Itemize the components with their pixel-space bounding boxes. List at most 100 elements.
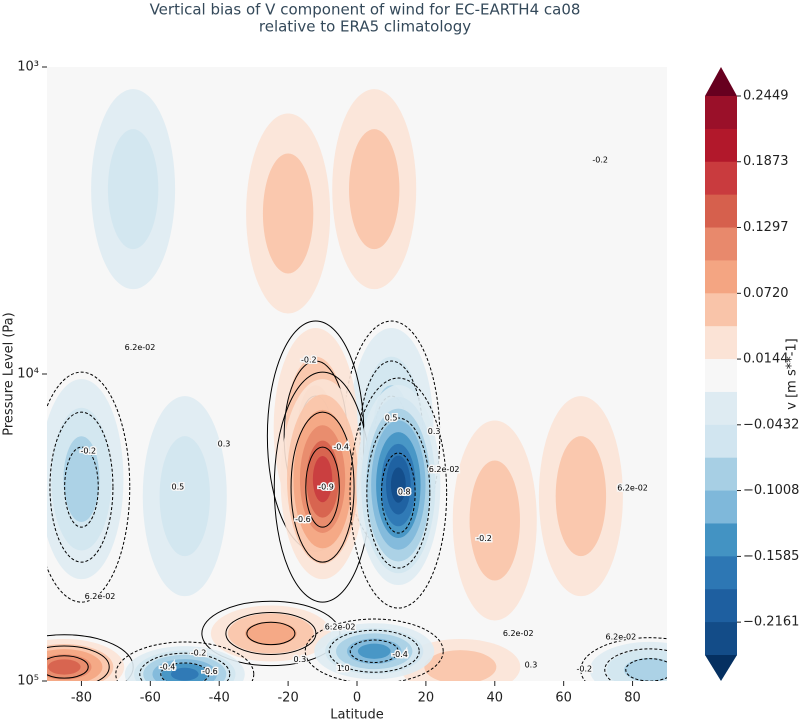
- contour-label: 0.3: [218, 439, 231, 448]
- colorbar-band: [705, 96, 737, 130]
- colorbar-band: [705, 391, 737, 426]
- colorbar-tick-label: −0.1008: [743, 483, 799, 498]
- contour-line: [328, 629, 420, 673]
- contour-line: [304, 618, 444, 681]
- x-axis-label: Latitude: [330, 708, 384, 723]
- x-tick-label: -60: [140, 691, 161, 706]
- contour-label: 0.5: [172, 482, 185, 491]
- contour-label: 0.3: [428, 427, 441, 436]
- colorbar-band: [705, 326, 737, 360]
- contour-line: [349, 639, 399, 663]
- colorbar-band: [705, 424, 737, 459]
- bias-fill: [47, 659, 81, 675]
- contour-label: -0.2: [301, 355, 317, 364]
- contour-line: [305, 446, 340, 528]
- colorbar-extend: [705, 655, 737, 681]
- colorbar-tick-label: 0.1297: [743, 220, 789, 235]
- colorbar-band: [705, 523, 737, 557]
- contour-label: 6.2e-02: [429, 465, 460, 474]
- colorbar-tick-label: −0.2161: [743, 615, 799, 630]
- contour-label: 6.2e-02: [125, 343, 156, 352]
- contour-line: [290, 411, 355, 563]
- bias-fill: [390, 467, 406, 503]
- axes: -80 -60 -40 -20 0 20 40 60 80 10³ 10⁴ 10⁵: [17, 60, 641, 706]
- x-tick-label: 80: [624, 691, 641, 706]
- contour-label: 6.2e-02: [503, 629, 534, 638]
- contour-label: -0.2: [191, 648, 207, 657]
- colorbar-band: [705, 622, 737, 656]
- colorbar-band: [705, 589, 737, 623]
- bias-fill: [469, 460, 520, 581]
- bias-fill: [424, 650, 497, 681]
- contour-line: [604, 648, 667, 681]
- contour-line: [49, 411, 114, 563]
- chart-title: relative to ERA5 climatology: [259, 18, 471, 36]
- plot-area: -0.2 0.5 0.3 -0.9 -0.4 -0.6 -0.2 0.5 0.8 0.3 6.2e-…: [47, 67, 667, 681]
- contour-line: [47, 655, 89, 679]
- contour-label: -0.2: [81, 446, 97, 455]
- contour-line: [625, 658, 667, 681]
- contour-label: -0.2: [577, 665, 593, 674]
- contour-label: -0.4: [160, 662, 176, 671]
- bias-fill: [107, 129, 159, 250]
- colorbar-tick-label: −0.0432: [743, 417, 799, 432]
- y-axis-label: Pressure Level (Pa): [2, 312, 17, 435]
- contour-label: 6.2e-02: [617, 483, 648, 492]
- contour-label: 6.2e-02: [605, 633, 636, 642]
- y-tick-label: 10⁴: [17, 367, 39, 382]
- contour-line: [580, 637, 667, 681]
- colorbar-band: [705, 293, 737, 327]
- colorbar-tick-label: −0.1585: [743, 549, 799, 564]
- contour-line: [64, 446, 99, 528]
- contour-line: [47, 371, 131, 603]
- bias-fill: [624, 657, 667, 681]
- contour-line: [160, 662, 210, 681]
- x-tick-label: 60: [555, 691, 572, 706]
- bias-fill: [312, 456, 333, 503]
- contour-line: [381, 452, 416, 534]
- colorbar-tick-label: 0.0144: [743, 352, 789, 367]
- x-tick-label: 20: [418, 691, 435, 706]
- bias-fill: [159, 436, 210, 557]
- contour-label: 0.3: [525, 661, 538, 670]
- x-tick-label: -80: [71, 691, 92, 706]
- colorbar-label: v [m s**-1]: [785, 338, 800, 410]
- bias-fill: [349, 129, 400, 250]
- contour-line: [366, 417, 431, 569]
- contour-label: -0.4: [392, 650, 408, 659]
- contour-line: [349, 377, 448, 609]
- x-tick-label: 0: [353, 691, 361, 706]
- colorbar-band: [705, 161, 737, 196]
- contour-label: -0.2: [476, 534, 492, 543]
- contour-label: -0.2: [592, 156, 608, 165]
- colorbar-extend: [705, 67, 737, 96]
- contour-label: 6.2e-02: [325, 623, 356, 632]
- contour-label: 0.5: [385, 413, 398, 422]
- colorbar-band: [705, 194, 737, 229]
- contour-label: 0.3: [293, 655, 306, 664]
- y-tick-label: 10⁵: [17, 674, 39, 689]
- contour-label: 0.8: [398, 487, 411, 496]
- contour-label: 1.0: [337, 664, 350, 673]
- colorbar-band: [705, 556, 737, 590]
- contour-line: [139, 652, 231, 681]
- bias-fill: [245, 621, 297, 646]
- bias-fill: [63, 436, 100, 522]
- contour-label: -0.6: [295, 515, 311, 524]
- colorbar-band: [705, 490, 737, 524]
- colorbar-band: [705, 128, 737, 163]
- x-tick-label: 40: [487, 691, 504, 706]
- contour-line: [115, 641, 255, 681]
- colorbar-band: [705, 260, 737, 294]
- colorbar-band: [705, 227, 737, 261]
- x-tick-label: -40: [209, 691, 230, 706]
- y-tick-label: 10³: [17, 60, 39, 75]
- contour-label: 6.2e-02: [85, 592, 116, 601]
- chart-title: Vertical bias of V component of wind for…: [150, 1, 581, 19]
- colorbar: 0.2449 0.1873 0.1297 0.0720 0.0144 −0.0432 −0.…: [705, 67, 799, 681]
- colorbar-band: [705, 359, 737, 393]
- colorbar-tick-label: 0.2449: [743, 89, 789, 104]
- colorbar-band: [705, 457, 737, 492]
- contour-label: -0.9: [318, 482, 334, 491]
